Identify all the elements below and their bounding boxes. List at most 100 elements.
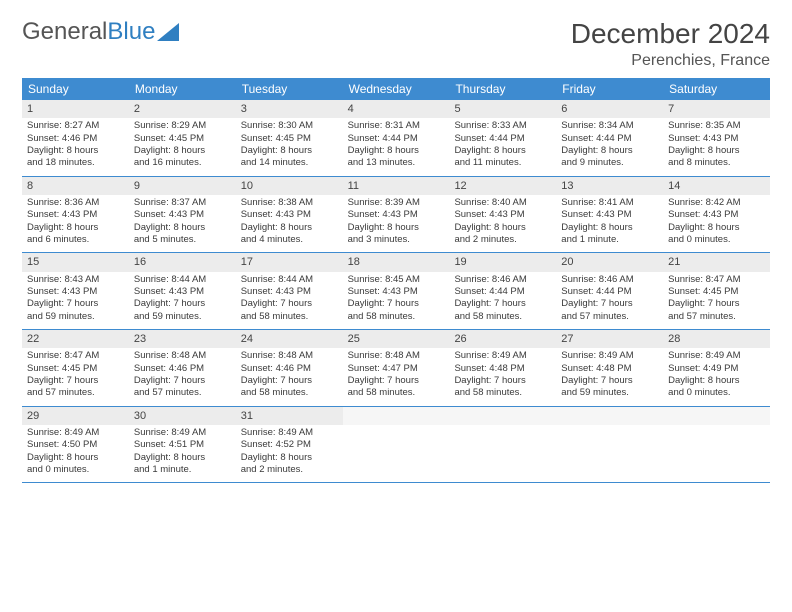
cell-daylight1: Daylight: 8 hours xyxy=(27,222,124,234)
day-number: 30 xyxy=(129,407,236,425)
cell-sunrise: Sunrise: 8:39 AM xyxy=(348,197,445,209)
day-number: 22 xyxy=(22,330,129,348)
cell-sunrise: Sunrise: 8:46 AM xyxy=(454,274,551,286)
week-row: 22 Sunrise: 8:47 AMSunset: 4:45 PM Dayligh… xyxy=(22,330,770,407)
cell-daylight2: and 58 minutes. xyxy=(241,311,338,323)
calendar-cell: 6Sunrise: 8:34 AMSunset: 4:44 PMDaylight… xyxy=(556,100,663,176)
day-number: 15 xyxy=(22,253,129,271)
cell-daylight2: and 2 minutes. xyxy=(454,234,551,246)
cell-daylight2: and 59 minutes. xyxy=(27,311,124,323)
day-number: 3 xyxy=(236,100,343,118)
day-number: 8 xyxy=(22,177,129,195)
cell-sunrise: Sunrise: 8:43 AM xyxy=(27,274,124,286)
cell-daylight1: Daylight: 8 hours xyxy=(241,222,338,234)
cell-sunset: Sunset: 4:43 PM xyxy=(134,209,231,221)
cell-daylight2: and 0 minutes. xyxy=(668,387,765,399)
cell-sunset: Sunset: 4:44 PM xyxy=(454,286,551,298)
cell-daylight2: and 57 minutes. xyxy=(561,311,658,323)
week-row: 8Sunrise: 8:36 AMSunset: 4:43 PMDaylight… xyxy=(22,177,770,254)
cell-daylight2: and 0 minutes. xyxy=(27,464,124,476)
cell-daylight2: and 58 minutes. xyxy=(348,311,445,323)
cell-daylight1: Daylight: 7 hours xyxy=(134,375,231,387)
cell-sunset: Sunset: 4:43 PM xyxy=(348,286,445,298)
day-number: 31 xyxy=(236,407,343,425)
cell-daylight2: and 58 minutes. xyxy=(348,387,445,399)
cell-sunset: Sunset: 4:44 PM xyxy=(348,133,445,145)
cell-daylight2: and 1 minute. xyxy=(561,234,658,246)
cell-sunset: Sunset: 4:46 PM xyxy=(241,363,338,375)
title-block: December 2024 Perenchies, France xyxy=(571,18,770,70)
week-row: 1Sunrise: 8:27 AMSunset: 4:46 PMDaylight… xyxy=(22,100,770,177)
day-number: 1 xyxy=(22,100,129,118)
cell-sunrise: Sunrise: 8:49 AM xyxy=(454,350,551,362)
calendar-cell: 20Sunrise: 8:46 AMSunset: 4:44 PMDayligh… xyxy=(556,253,663,329)
cell-daylight2: and 58 minutes. xyxy=(454,387,551,399)
day-number: . xyxy=(663,407,770,425)
day-number: 9 xyxy=(129,177,236,195)
logo: GeneralBlue xyxy=(22,18,179,46)
day-number: . xyxy=(343,407,450,425)
cell-sunset: Sunset: 4:47 PM xyxy=(348,363,445,375)
cell-daylight2: and 3 minutes. xyxy=(348,234,445,246)
calendar-cell: 29Sunrise: 8:49 AMSunset: 4:50 PMDayligh… xyxy=(22,407,129,483)
cell-daylight1: Daylight: 8 hours xyxy=(27,452,124,464)
calendar-cell: 27Sunrise: 8:49 AMSunset: 4:48 PMDayligh… xyxy=(556,330,663,406)
cell-sunrise: Sunrise: 8:27 AM xyxy=(27,120,124,132)
day-number: 27 xyxy=(556,330,663,348)
cell-sunset: Sunset: 4:48 PM xyxy=(454,363,551,375)
cell-daylight1: Daylight: 7 hours xyxy=(134,298,231,310)
cell-sunrise: Sunrise: 8:49 AM xyxy=(241,427,338,439)
cell-daylight1: Daylight: 7 hours xyxy=(241,298,338,310)
day-number: 26 xyxy=(449,330,556,348)
cell-daylight1: Daylight: 7 hours xyxy=(561,298,658,310)
cell-sunrise: Sunrise: 8:47 AM xyxy=(27,350,124,362)
day-header-fri: Friday xyxy=(556,78,663,100)
calendar-cell: 1 Sunrise: 8:27 AMSunset: 4:46 PMDaylight… xyxy=(22,100,129,176)
day-number: 24 xyxy=(236,330,343,348)
cell-sunset: Sunset: 4:43 PM xyxy=(241,209,338,221)
calendar-cell: 30Sunrise: 8:49 AMSunset: 4:51 PMDayligh… xyxy=(129,407,236,483)
day-number: 19 xyxy=(449,253,556,271)
calendar-cell: 2Sunrise: 8:29 AMSunset: 4:45 PMDaylight… xyxy=(129,100,236,176)
cell-daylight1: Daylight: 7 hours xyxy=(27,298,124,310)
cell-daylight2: and 11 minutes. xyxy=(454,157,551,169)
cell-daylight1: Daylight: 8 hours xyxy=(561,222,658,234)
cell-sunrise: Sunrise: 8:49 AM xyxy=(27,427,124,439)
logo-text-2: Blue xyxy=(107,18,155,46)
cell-daylight1: Daylight: 8 hours xyxy=(27,145,124,157)
cell-daylight2: and 5 minutes. xyxy=(134,234,231,246)
cell-daylight2: and 14 minutes. xyxy=(241,157,338,169)
calendar-cell: 10Sunrise: 8:38 AMSunset: 4:43 PMDayligh… xyxy=(236,177,343,253)
calendar-cell: 15Sunrise: 8:43 AMSunset: 4:43 PMDayligh… xyxy=(22,253,129,329)
cell-daylight1: Daylight: 7 hours xyxy=(668,298,765,310)
calendar-cell: 24Sunrise: 8:48 AMSunset: 4:46 PMDayligh… xyxy=(236,330,343,406)
cell-daylight1: Daylight: 8 hours xyxy=(348,222,445,234)
cell-daylight1: Daylight: 7 hours xyxy=(241,375,338,387)
cell-daylight2: and 59 minutes. xyxy=(561,387,658,399)
cell-daylight2: and 58 minutes. xyxy=(241,387,338,399)
cell-daylight1: Daylight: 8 hours xyxy=(668,145,765,157)
cell-sunrise: Sunrise: 8:31 AM xyxy=(348,120,445,132)
calendar-cell: 3Sunrise: 8:30 AMSunset: 4:45 PMDaylight… xyxy=(236,100,343,176)
cell-sunrise: Sunrise: 8:45 AM xyxy=(348,274,445,286)
day-header-wed: Wednesday xyxy=(343,78,450,100)
day-number: 25 xyxy=(343,330,450,348)
calendar: Sunday Monday Tuesday Wednesday Thursday… xyxy=(22,78,770,483)
cell-sunset: Sunset: 4:43 PM xyxy=(561,209,658,221)
calendar-cell-empty: . xyxy=(663,407,770,483)
calendar-cell: 11Sunrise: 8:39 AMSunset: 4:43 PMDayligh… xyxy=(343,177,450,253)
cell-sunrise: Sunrise: 8:38 AM xyxy=(241,197,338,209)
day-number: 2 xyxy=(129,100,236,118)
calendar-cell: 5Sunrise: 8:33 AMSunset: 4:44 PMDaylight… xyxy=(449,100,556,176)
day-number: . xyxy=(556,407,663,425)
day-header-sat: Saturday xyxy=(663,78,770,100)
calendar-cell: 12Sunrise: 8:40 AMSunset: 4:43 PMDayligh… xyxy=(449,177,556,253)
cell-daylight1: Daylight: 8 hours xyxy=(134,452,231,464)
cell-daylight2: and 9 minutes. xyxy=(561,157,658,169)
cell-sunset: Sunset: 4:46 PM xyxy=(27,133,124,145)
cell-sunset: Sunset: 4:45 PM xyxy=(27,363,124,375)
day-number: 14 xyxy=(663,177,770,195)
cell-sunrise: Sunrise: 8:30 AM xyxy=(241,120,338,132)
day-number: 13 xyxy=(556,177,663,195)
day-number: 5 xyxy=(449,100,556,118)
